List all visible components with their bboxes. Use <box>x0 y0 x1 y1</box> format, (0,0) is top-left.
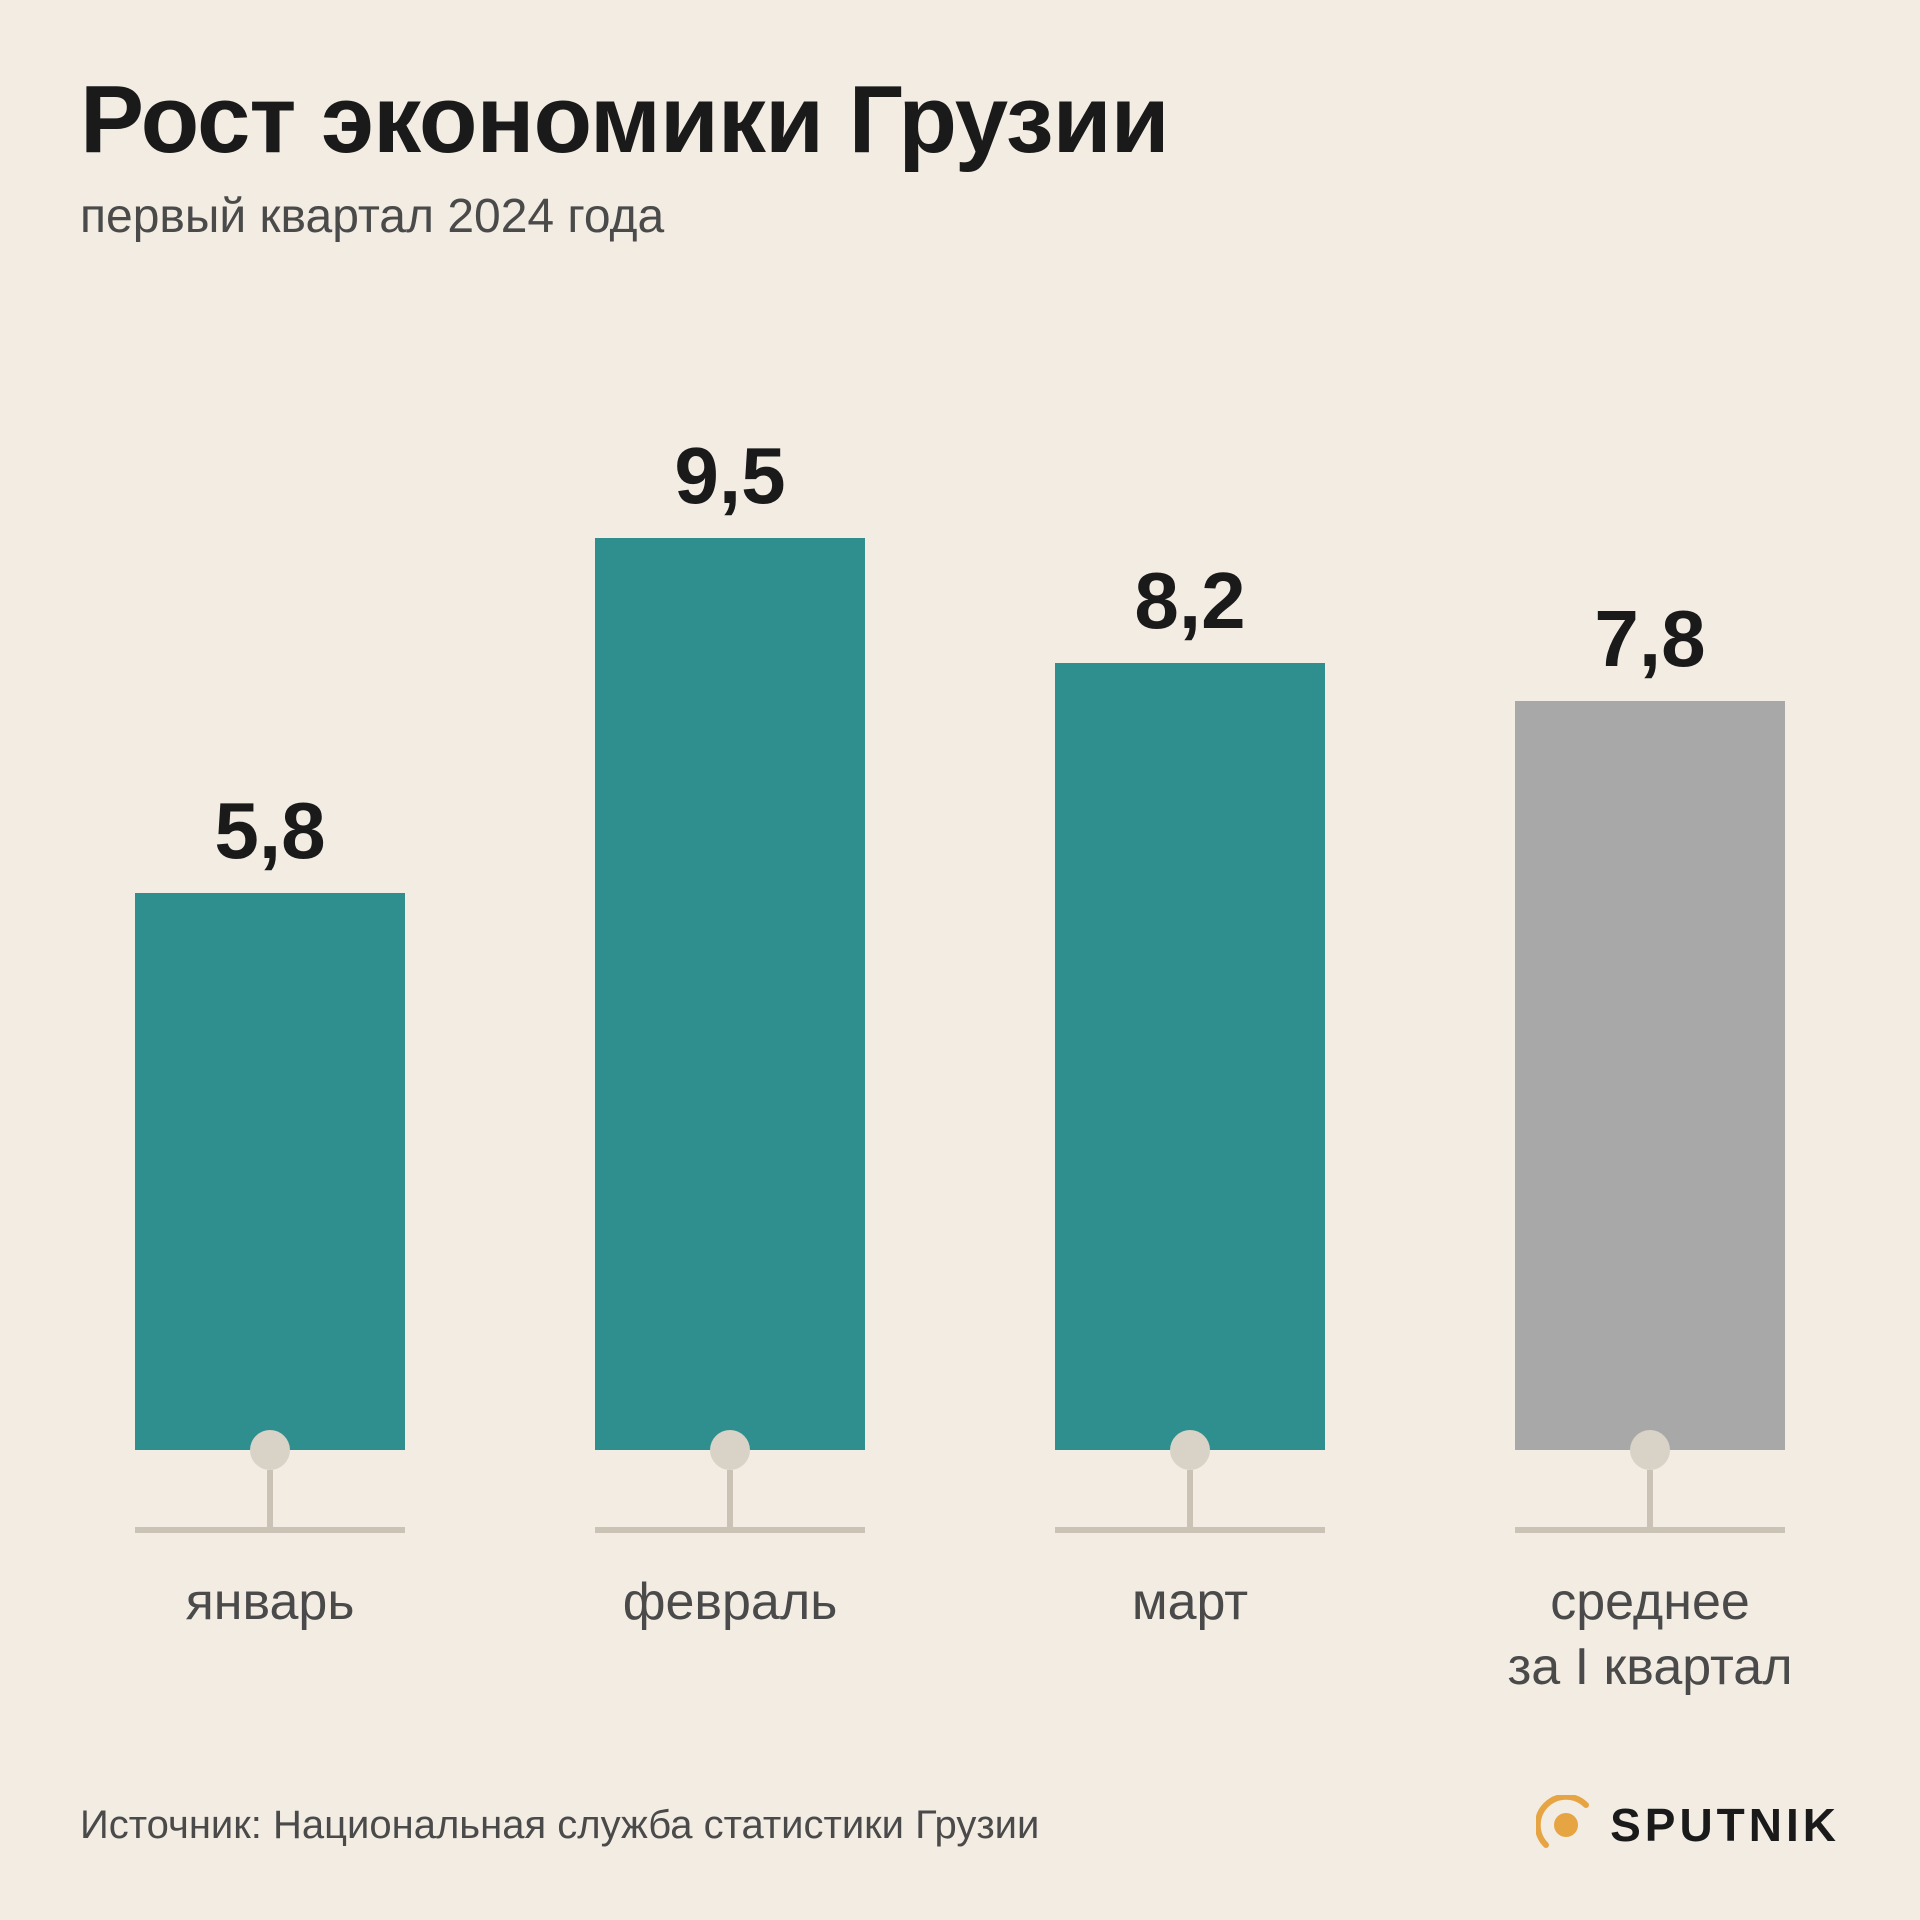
x-axis-labels: январь февраль март среднееза I квартал <box>80 1570 1840 1700</box>
header: Рост экономики Грузии первый квартал 202… <box>0 0 1920 244</box>
brand-logo: SPUTNIK <box>1536 1795 1840 1855</box>
bar-base-dot <box>1170 1430 1210 1470</box>
bar-value-label: 9,5 <box>674 436 785 516</box>
x-axis-label: среднееза I квартал <box>1500 1570 1800 1700</box>
bar-base-stem <box>267 1470 273 1530</box>
bar <box>595 538 865 1450</box>
bar <box>135 893 405 1450</box>
bar-chart: 5,89,58,27,8 январьфевральмартсреднееза … <box>80 390 1840 1690</box>
bar-base-dot <box>250 1430 290 1470</box>
bar-base-dot <box>1630 1430 1670 1470</box>
bar <box>1055 663 1325 1450</box>
bar-value-label: 5,8 <box>214 791 325 871</box>
bar-base-stem <box>1187 1470 1193 1530</box>
bar-value-label: 8,2 <box>1134 561 1245 641</box>
bars-row: 5,8 9,5 8,2 7,8 <box>80 390 1840 1450</box>
bar-base-stem <box>1647 1470 1653 1530</box>
source-text: Источник: Национальная служба статистики… <box>80 1803 1039 1848</box>
bar-column: 9,5 <box>580 436 880 1450</box>
bar-base-stem <box>727 1470 733 1530</box>
x-axis-label: февраль <box>580 1570 880 1700</box>
bar-column: 8,2 <box>1040 561 1340 1450</box>
x-axis-label: январь <box>120 1570 420 1700</box>
bar-column: 7,8 <box>1500 599 1800 1450</box>
bar-column: 5,8 <box>120 791 420 1450</box>
bar-value-label: 7,8 <box>1594 599 1705 679</box>
chart-subtitle: первый квартал 2024 года <box>80 189 1840 244</box>
footer: Источник: Национальная служба статистики… <box>0 1770 1920 1920</box>
chart-title: Рост экономики Грузии <box>80 70 1840 171</box>
bar <box>1515 701 1785 1450</box>
sputnik-icon <box>1536 1795 1596 1855</box>
x-axis-label: март <box>1040 1570 1340 1700</box>
brand-text: SPUTNIK <box>1610 1798 1840 1852</box>
bar-base-dot <box>710 1430 750 1470</box>
